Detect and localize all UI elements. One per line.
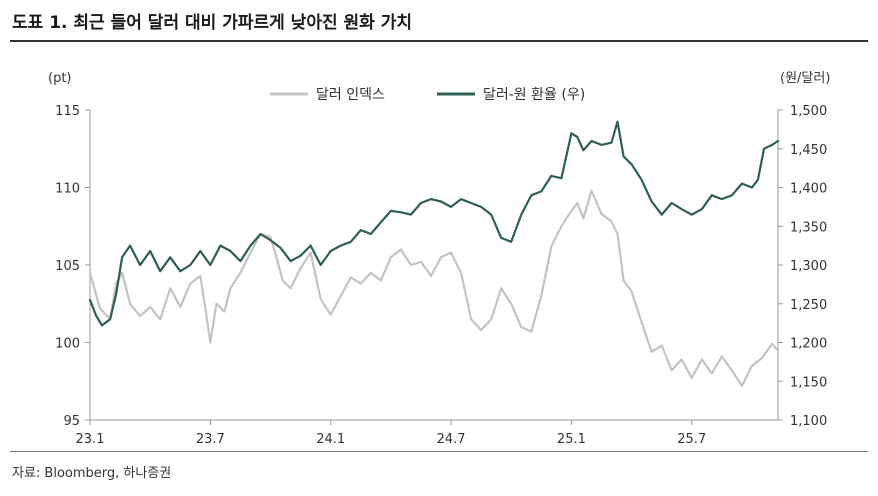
source-note: 자료: Bloomberg, 하나증권	[12, 466, 172, 481]
legend-label-dollar-index: 달러 인덱스	[316, 87, 385, 103]
right-tick-label: 1,350	[790, 220, 827, 235]
right-tick-label: 1,150	[790, 375, 827, 390]
x-tick-label: 23.1	[76, 432, 105, 447]
title-underline	[10, 40, 868, 42]
x-tick-label: 24.7	[437, 432, 466, 447]
left-tick-label: 95	[63, 414, 80, 429]
x-tick-label: 23.7	[196, 432, 225, 447]
right-tick-label: 1,200	[790, 337, 827, 352]
left-tick-label: 105	[55, 259, 80, 274]
right-tick-label: 1,500	[790, 104, 827, 119]
series-line-usdkrw	[88, 120, 780, 327]
right-tick-label: 1,450	[790, 143, 827, 158]
left-tick-label: 110	[55, 182, 80, 197]
right-tick-label: 1,400	[790, 182, 827, 197]
x-tick-label: 25.1	[557, 432, 586, 447]
legend: 달러 인덱스 달러-원 환율 (우)	[270, 87, 585, 103]
chart-title: 도표 1. 최근 들어 달러 대비 가파르게 낮아진 원화 가치	[12, 13, 412, 33]
right-axis-unit: (원/달러)	[780, 71, 830, 86]
axes	[89, 110, 779, 421]
right-tick-label: 1,250	[790, 298, 827, 313]
series-line-dollar-index	[88, 189, 780, 387]
right-tick-label: 1,100	[790, 414, 827, 429]
x-tick-label: 25.7	[677, 432, 706, 447]
source-divider	[10, 451, 868, 452]
right-tick-label: 1,300	[790, 259, 827, 274]
left-tick-label: 115	[55, 104, 80, 119]
legend-label-usdkrw: 달러-원 환율 (우)	[483, 87, 585, 103]
left-axis-unit: (pt)	[48, 71, 72, 86]
left-tick-label: 100	[55, 337, 80, 352]
x-tick-label: 24.1	[316, 432, 345, 447]
chart-area: (pt) (원/달러) 달러 인덱스 달러-원 환율 (우) 115 110 105…	[48, 71, 830, 447]
